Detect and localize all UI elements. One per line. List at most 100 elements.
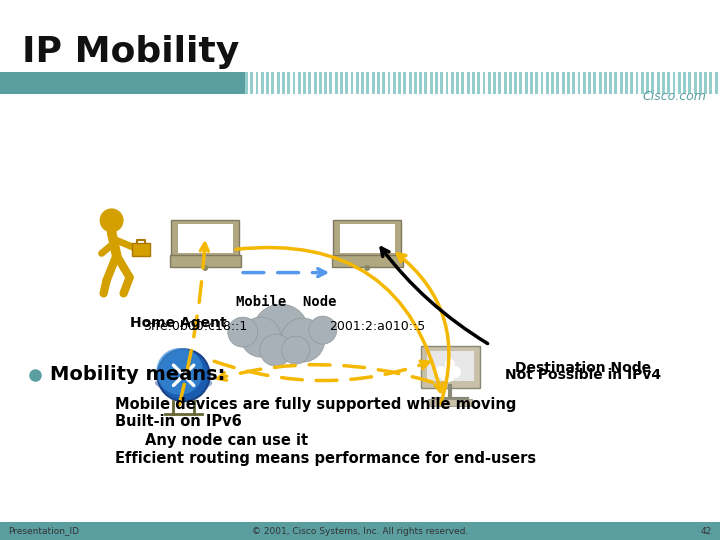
Bar xyxy=(493,72,496,94)
Bar xyxy=(426,350,474,381)
Bar xyxy=(0,522,720,540)
Circle shape xyxy=(156,348,203,395)
Text: Presentation_ID: Presentation_ID xyxy=(8,526,79,536)
Bar xyxy=(340,72,343,94)
Bar xyxy=(699,72,702,94)
FancyArrowPatch shape xyxy=(236,247,443,392)
Bar xyxy=(678,72,680,94)
FancyBboxPatch shape xyxy=(420,346,480,388)
Text: © 2001, Cisco Systems, Inc. All rights reserved.: © 2001, Cisco Systems, Inc. All rights r… xyxy=(252,526,468,536)
Bar xyxy=(319,72,322,94)
FancyBboxPatch shape xyxy=(333,220,401,259)
Bar xyxy=(704,72,707,94)
Bar xyxy=(657,72,660,94)
Bar xyxy=(551,72,554,94)
Bar xyxy=(361,72,364,94)
Bar xyxy=(598,72,601,94)
Bar xyxy=(462,72,464,94)
Bar xyxy=(609,72,612,94)
Bar xyxy=(593,72,596,94)
Bar xyxy=(387,72,390,94)
Bar xyxy=(414,72,417,94)
Text: Any node can use it: Any node can use it xyxy=(145,433,308,448)
Bar xyxy=(688,72,691,94)
Text: Efficient routing means performance for end-users: Efficient routing means performance for … xyxy=(115,450,536,465)
Bar xyxy=(366,72,369,94)
Bar xyxy=(509,72,512,94)
FancyArrowPatch shape xyxy=(381,248,487,343)
Bar xyxy=(482,72,485,94)
Bar xyxy=(672,72,675,94)
Bar xyxy=(308,72,311,94)
Bar xyxy=(403,72,406,94)
Bar xyxy=(562,72,564,94)
Bar xyxy=(425,72,428,94)
Text: Built-in on IPv6: Built-in on IPv6 xyxy=(115,415,242,429)
Circle shape xyxy=(435,366,447,378)
Text: Cisco.com: Cisco.com xyxy=(642,91,706,104)
Text: Mobile  Node: Mobile Node xyxy=(236,295,336,308)
Bar xyxy=(546,72,549,94)
Bar xyxy=(693,72,696,94)
Circle shape xyxy=(364,265,370,271)
Bar xyxy=(330,72,333,94)
Bar xyxy=(356,72,359,94)
Bar xyxy=(409,72,412,94)
Text: Mobility means:: Mobility means: xyxy=(50,366,225,384)
Bar xyxy=(525,72,528,94)
Circle shape xyxy=(445,359,455,369)
Bar xyxy=(446,72,449,94)
Bar xyxy=(245,72,248,94)
Circle shape xyxy=(260,334,292,366)
Text: Mobile devices are fully supported while moving: Mobile devices are fully supported while… xyxy=(115,396,516,411)
Bar xyxy=(641,72,644,94)
Bar xyxy=(346,72,348,94)
Bar xyxy=(588,72,591,94)
Bar xyxy=(535,72,538,94)
Bar xyxy=(303,72,306,94)
Bar xyxy=(472,72,475,94)
Bar xyxy=(630,72,633,94)
Bar xyxy=(614,72,617,94)
Bar xyxy=(261,72,264,94)
Bar xyxy=(393,72,396,94)
Bar xyxy=(0,72,245,94)
Bar xyxy=(582,72,585,94)
Bar xyxy=(435,72,438,94)
Bar xyxy=(567,72,570,94)
Bar xyxy=(467,72,469,94)
Text: Not Possible in IPv4: Not Possible in IPv4 xyxy=(505,368,661,382)
Circle shape xyxy=(282,336,310,364)
Bar xyxy=(340,224,395,253)
FancyBboxPatch shape xyxy=(332,255,402,267)
FancyArrowPatch shape xyxy=(218,364,432,382)
Circle shape xyxy=(281,318,325,362)
Bar xyxy=(530,72,533,94)
Bar xyxy=(372,72,374,94)
Bar xyxy=(251,72,253,94)
Circle shape xyxy=(440,366,456,382)
Bar xyxy=(256,72,258,94)
Bar xyxy=(709,72,712,94)
Circle shape xyxy=(158,349,210,401)
Bar xyxy=(557,72,559,94)
Bar xyxy=(287,72,290,94)
Bar xyxy=(620,72,623,94)
Circle shape xyxy=(309,316,337,344)
Bar xyxy=(487,72,491,94)
Bar xyxy=(314,72,317,94)
Bar xyxy=(572,72,575,94)
Bar xyxy=(382,72,385,94)
Bar xyxy=(498,72,501,94)
Bar xyxy=(646,72,649,94)
Bar xyxy=(430,72,433,94)
Bar xyxy=(298,72,301,94)
Ellipse shape xyxy=(155,375,212,391)
Bar xyxy=(398,72,401,94)
Text: IP Mobility: IP Mobility xyxy=(22,35,239,69)
Bar xyxy=(351,72,354,94)
Bar xyxy=(503,72,506,94)
Bar xyxy=(324,72,327,94)
Bar xyxy=(683,72,686,94)
Bar xyxy=(514,72,517,94)
